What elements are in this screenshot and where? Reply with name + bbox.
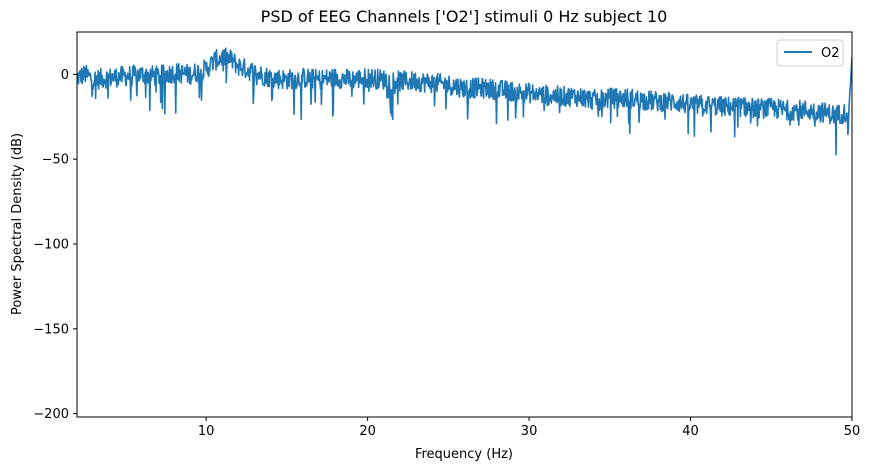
x-tick-label: 20: [359, 424, 376, 439]
y-tick-label: −100: [33, 238, 69, 253]
plot-area: [77, 32, 852, 417]
y-axis-label: Power Spectral Density (dB): [10, 133, 25, 315]
chart-title: PSD of EEG Channels ['O2'] stimuli 0 Hz …: [261, 7, 668, 26]
y-tick-label: −200: [33, 407, 69, 422]
x-tick-label: 30: [521, 424, 538, 439]
x-tick-label: 50: [844, 424, 861, 439]
x-tick-label: 10: [198, 424, 215, 439]
series-line-o2: [77, 47, 852, 156]
y-tick-label: 0: [61, 68, 69, 83]
series-layer: [77, 47, 852, 156]
x-tick-label: 40: [682, 424, 699, 439]
y-tick-label: −150: [33, 322, 69, 337]
legend: O2: [776, 39, 844, 67]
plot-frame: [76, 31, 853, 418]
y-axis-ticks: 0 −50 −100 −150 −200: [33, 68, 77, 422]
legend-entry-o2: O2: [821, 46, 840, 61]
x-axis-ticks: 10 20 30 40 50: [198, 417, 860, 439]
y-tick-label: −50: [42, 153, 69, 168]
x-axis-label: Frequency (Hz): [415, 447, 513, 462]
